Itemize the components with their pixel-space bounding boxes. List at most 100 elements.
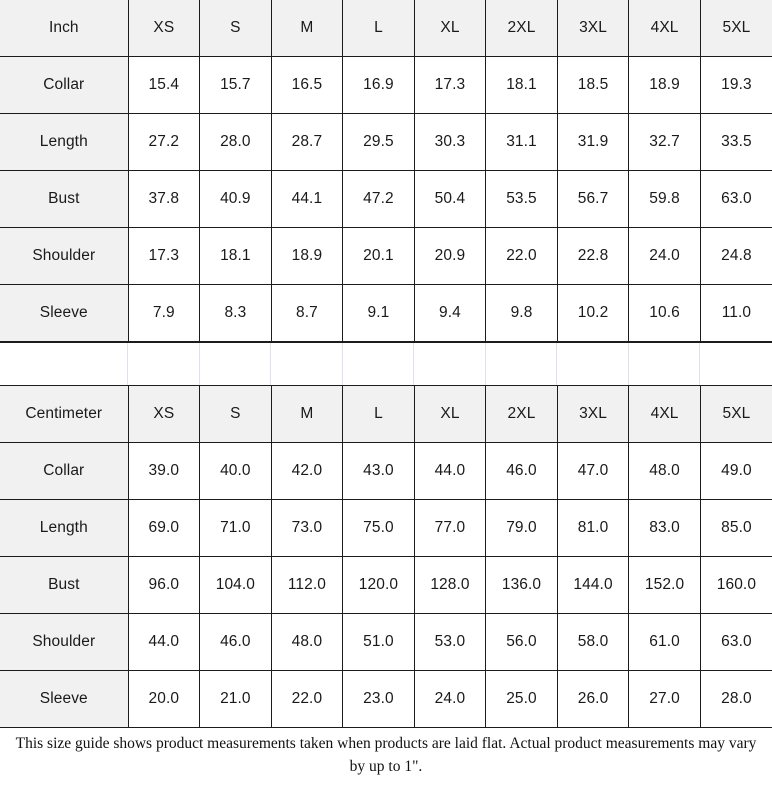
inch-header-m: M: [270, 0, 344, 57]
cm-header-2xl: 2XL: [485, 385, 558, 443]
gap-cell: [557, 343, 629, 385]
table-row: Length 27.2 28.0 28.7 29.5 30.3 31.1 31.…: [0, 113, 772, 171]
size-guide-footer-note: This size guide shows product measuremen…: [0, 727, 772, 786]
row-label-length: Length: [0, 113, 129, 171]
cell-inch-collar-m: 16.5: [270, 56, 344, 114]
cell-inch-shoulder-s: 18.1: [199, 227, 272, 285]
cell-cm-bust-s: 104.0: [199, 555, 272, 614]
inch-unit-header: Inch: [0, 0, 129, 57]
cell-cm-bust-4xl: 152.0: [628, 555, 701, 614]
table-row: Bust 96.0 104.0 112.0 120.0 128.0 136.0 …: [0, 555, 772, 614]
cell-cm-bust-5xl: 160.0: [699, 555, 772, 614]
cm-unit-header: Centimeter: [0, 385, 129, 443]
cell-inch-sleeve-2xl: 9.8: [485, 284, 558, 342]
cell-inch-sleeve-5xl: 11.0: [699, 284, 772, 342]
inch-header-row: Inch XS S M L XL 2XL 3XL 4XL 5XL: [0, 0, 772, 57]
cell-inch-collar-s: 15.7: [199, 56, 272, 114]
cm-header-row: Centimeter XS S M L XL 2XL 3XL 4XL 5XL: [0, 385, 772, 443]
row-label-shoulder: Shoulder: [0, 612, 129, 671]
cell-inch-collar-3xl: 18.5: [556, 56, 630, 114]
gap-cell: [700, 343, 772, 385]
cm-table-head: Centimeter XS S M L XL 2XL 3XL 4XL 5XL: [0, 385, 772, 443]
cell-inch-length-4xl: 32.7: [628, 113, 701, 171]
cell-cm-length-xs: 69.0: [127, 498, 201, 557]
cell-inch-length-l: 29.5: [342, 113, 415, 171]
cell-cm-bust-xl: 128.0: [413, 555, 487, 614]
cell-cm-sleeve-2xl: 25.0: [485, 669, 558, 728]
cell-inch-collar-xl: 17.3: [413, 56, 487, 114]
gap-cell: [271, 343, 343, 385]
table-row: Shoulder 17.3 18.1 18.9 20.1 20.9 22.0 2…: [0, 227, 772, 285]
table-row: Sleeve 7.9 8.3 8.7 9.1 9.4 9.8 10.2 10.6…: [0, 284, 772, 342]
cell-cm-sleeve-xs: 20.0: [127, 669, 201, 728]
cell-inch-length-2xl: 31.1: [485, 113, 558, 171]
cell-inch-shoulder-xl: 20.9: [413, 227, 487, 285]
cell-inch-bust-m: 44.1: [270, 170, 344, 228]
cell-inch-sleeve-s: 8.3: [199, 284, 272, 342]
cell-cm-shoulder-xl: 53.0: [413, 612, 487, 671]
cell-cm-sleeve-l: 23.0: [342, 669, 415, 728]
cell-inch-collar-5xl: 19.3: [699, 56, 772, 114]
cell-inch-sleeve-xs: 7.9: [127, 284, 201, 342]
table-row: Shoulder 44.0 46.0 48.0 51.0 53.0 56.0 5…: [0, 612, 772, 671]
table-row: Bust 37.8 40.9 44.1 47.2 50.4 53.5 56.7 …: [0, 170, 772, 228]
cell-cm-collar-5xl: 49.0: [699, 441, 772, 500]
cell-inch-bust-l: 47.2: [342, 170, 415, 228]
cell-cm-shoulder-s: 46.0: [199, 612, 272, 671]
cell-cm-length-l: 75.0: [342, 498, 415, 557]
cell-inch-shoulder-xs: 17.3: [127, 227, 201, 285]
cell-cm-length-3xl: 81.0: [556, 498, 630, 557]
inch-table-head: Inch XS S M L XL 2XL 3XL 4XL 5XL: [0, 0, 772, 57]
cell-cm-shoulder-2xl: 56.0: [485, 612, 558, 671]
cell-cm-shoulder-5xl: 63.0: [699, 612, 772, 671]
cell-inch-length-s: 28.0: [199, 113, 272, 171]
gap-cell: [414, 343, 486, 385]
cell-inch-length-5xl: 33.5: [699, 113, 772, 171]
cell-inch-shoulder-2xl: 22.0: [485, 227, 558, 285]
cell-inch-bust-3xl: 56.7: [556, 170, 630, 228]
inch-table-body: Collar 15.4 15.7 16.5 16.9 17.3 18.1 18.…: [0, 56, 772, 342]
cell-cm-shoulder-3xl: 58.0: [556, 612, 630, 671]
cell-cm-collar-l: 43.0: [342, 441, 415, 500]
cell-cm-bust-xs: 96.0: [127, 555, 201, 614]
inch-header-5xl: 5XL: [699, 0, 772, 57]
row-label-length: Length: [0, 498, 129, 557]
row-label-sleeve: Sleeve: [0, 284, 129, 342]
cell-inch-bust-xs: 37.8: [127, 170, 201, 228]
cell-cm-length-5xl: 85.0: [699, 498, 772, 557]
inch-header-3xl: 3XL: [556, 0, 630, 57]
cell-cm-shoulder-xs: 44.0: [127, 612, 201, 671]
table-row: Collar 39.0 40.0 42.0 43.0 44.0 46.0 47.…: [0, 441, 772, 500]
row-label-collar: Collar: [0, 56, 129, 114]
table-separator-band: [0, 342, 772, 386]
cell-cm-sleeve-5xl: 28.0: [699, 669, 772, 728]
row-label-bust: Bust: [0, 170, 129, 228]
cell-inch-bust-s: 40.9: [199, 170, 272, 228]
inch-header-4xl: 4XL: [628, 0, 701, 57]
cell-inch-collar-l: 16.9: [342, 56, 415, 114]
cell-cm-length-xl: 77.0: [413, 498, 487, 557]
gap-cell: [128, 343, 200, 385]
gap-cell: [629, 343, 700, 385]
gap-cell: [0, 343, 128, 385]
cell-inch-sleeve-4xl: 10.6: [628, 284, 701, 342]
centimeter-size-table: Centimeter XS S M L XL 2XL 3XL 4XL 5XL C…: [0, 385, 772, 728]
table-row: Collar 15.4 15.7 16.5 16.9 17.3 18.1 18.…: [0, 56, 772, 114]
cell-inch-bust-2xl: 53.5: [485, 170, 558, 228]
table-row: Length 69.0 71.0 73.0 75.0 77.0 79.0 81.…: [0, 498, 772, 557]
cell-cm-bust-m: 112.0: [270, 555, 344, 614]
cell-inch-shoulder-3xl: 22.8: [556, 227, 630, 285]
cell-cm-length-s: 71.0: [199, 498, 272, 557]
inch-header-2xl: 2XL: [485, 0, 558, 57]
cell-inch-shoulder-4xl: 24.0: [628, 227, 701, 285]
cell-cm-length-4xl: 83.0: [628, 498, 701, 557]
row-label-collar: Collar: [0, 441, 129, 500]
footer-note-text: This size guide shows product measuremen…: [15, 734, 757, 775]
cell-cm-bust-3xl: 144.0: [556, 555, 630, 614]
cell-inch-shoulder-l: 20.1: [342, 227, 415, 285]
cell-cm-shoulder-m: 48.0: [270, 612, 344, 671]
cell-cm-bust-2xl: 136.0: [485, 555, 558, 614]
cell-inch-collar-2xl: 18.1: [485, 56, 558, 114]
cell-inch-bust-4xl: 59.8: [628, 170, 701, 228]
